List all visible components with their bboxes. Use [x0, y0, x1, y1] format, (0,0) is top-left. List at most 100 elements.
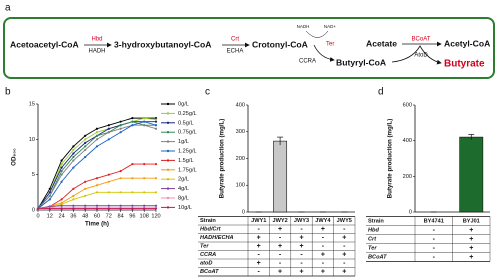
- point: [119, 204, 122, 207]
- point: [143, 162, 146, 166]
- point: [84, 180, 87, 183]
- y-tick-label: 5: [32, 172, 35, 178]
- y-axis-label: OD₆₀₀: [11, 148, 18, 166]
- cofactor: NADH: [297, 24, 310, 29]
- point: [72, 194, 75, 197]
- x-tick-label: JWY4: [315, 218, 331, 224]
- compound: Butyrate: [444, 59, 485, 70]
- point: [143, 117, 146, 120]
- point: [60, 180, 63, 183]
- legend-marker: [166, 159, 170, 162]
- point: [84, 187, 87, 190]
- legend-marker: [166, 206, 170, 209]
- table-row-label: Hbd: [368, 227, 379, 233]
- table-row-label: Crt: [368, 236, 377, 242]
- enzyme: CCRA: [299, 59, 316, 65]
- table-row-label: Ter: [200, 244, 209, 250]
- point: [143, 204, 146, 207]
- table-cell: +: [342, 235, 346, 242]
- y-tick-label: 400: [236, 102, 245, 108]
- point: [60, 170, 63, 173]
- x-tick-label: JWY2: [272, 218, 287, 224]
- arrow: [313, 44, 335, 62]
- point: [84, 145, 87, 148]
- point: [72, 159, 75, 162]
- point: [95, 131, 99, 134]
- point: [154, 177, 158, 180]
- point: [95, 207, 99, 210]
- table-cell: -: [322, 260, 325, 267]
- x-tick-label: 12: [47, 213, 53, 219]
- point: [48, 207, 51, 210]
- point: [107, 138, 110, 141]
- legend-label: 0.5g/L: [178, 120, 194, 126]
- compound: Acetyl-CoA: [444, 38, 490, 48]
- table-cell: +: [469, 245, 473, 252]
- table-cell: +: [257, 243, 261, 250]
- cofactor: NAD+: [324, 24, 337, 29]
- compound: 3-hydroxybutanoyl-CoA: [114, 39, 211, 49]
- table-cell: -: [433, 227, 436, 234]
- point: [48, 191, 51, 194]
- legend-marker: [166, 187, 170, 190]
- point: [143, 124, 146, 127]
- point: [72, 207, 75, 210]
- x-tick-label: JWY5: [337, 218, 352, 224]
- table-cell: -: [279, 252, 282, 259]
- table-cell: +: [321, 269, 325, 276]
- y-tick-label: 200: [236, 156, 245, 162]
- legend-marker: [166, 140, 170, 143]
- bar: [273, 140, 288, 213]
- legend-marker: [166, 112, 170, 115]
- table-row-label: BCoAT: [200, 269, 219, 275]
- table-row-label: Ter: [368, 245, 377, 251]
- x-tick-label: BYJ01: [463, 218, 480, 224]
- point: [143, 207, 146, 210]
- x-tick-label: 0: [36, 213, 39, 219]
- table-row-label: BCoAT: [368, 254, 387, 260]
- y-tick-label: 400: [403, 138, 412, 144]
- table-cell: -: [343, 243, 346, 250]
- point: [154, 127, 158, 130]
- x-tick-label: 48: [82, 213, 88, 219]
- point: [131, 117, 134, 120]
- point: [143, 120, 146, 123]
- point: [84, 194, 87, 197]
- table-cell: +: [469, 236, 473, 243]
- legend-marker: [166, 102, 170, 106]
- point: [72, 145, 75, 148]
- point: [131, 207, 134, 210]
- legend-label: 8g/L: [178, 195, 189, 201]
- table-cell: -: [258, 269, 261, 276]
- legend-marker: [166, 196, 170, 200]
- point: [119, 170, 122, 173]
- point: [131, 204, 134, 207]
- panel-label: d: [378, 87, 384, 98]
- table-cell: -: [433, 236, 436, 243]
- y-tick-label: 600: [403, 102, 412, 108]
- x-tick-label: 108: [140, 213, 149, 219]
- point: [84, 134, 87, 137]
- table-cell: +: [342, 269, 346, 276]
- enzyme: HADH: [88, 49, 105, 55]
- legend-marker: [166, 131, 170, 134]
- point: [72, 155, 75, 159]
- point: [131, 124, 134, 127]
- point: [154, 124, 158, 127]
- point: [95, 177, 99, 180]
- enzyme: ECHA: [227, 49, 244, 55]
- table-cell: +: [299, 235, 303, 242]
- x-tick-label: 84: [117, 213, 123, 219]
- point: [154, 120, 158, 123]
- legend-label: 2g/L: [178, 177, 189, 183]
- y-tick-label: 200: [403, 174, 412, 180]
- point: [48, 194, 51, 197]
- y-tick-label: 300: [236, 129, 245, 135]
- table-cell: +: [469, 254, 473, 261]
- pathway-box: [3, 17, 495, 79]
- table-row-label: atoD: [200, 261, 212, 267]
- y-tick-label: 10: [29, 137, 35, 143]
- cofactor-arc: [305, 30, 329, 38]
- pathway-panel: a Acetoacetyl-CoA Hbd HADH 3-hydroxybuta…: [3, 3, 495, 79]
- point: [131, 120, 134, 123]
